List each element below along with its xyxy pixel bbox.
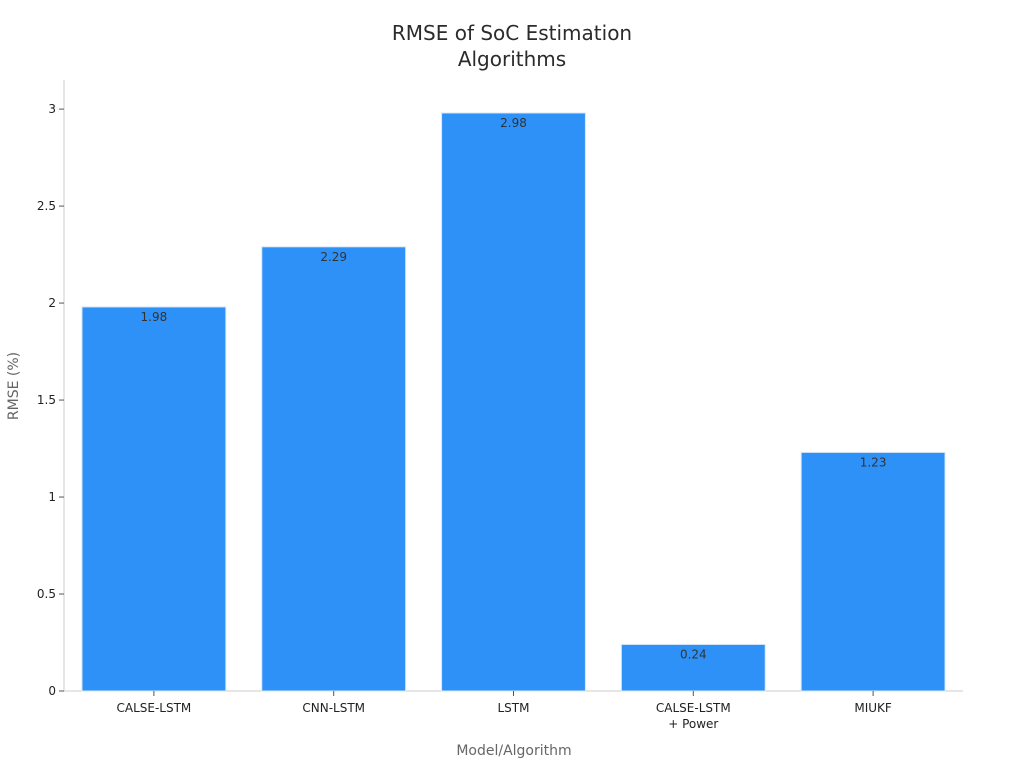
y-axis-title: RMSE (%) (6, 352, 22, 420)
bar-value-label: 2.29 (320, 250, 347, 264)
bar (800, 451, 946, 692)
y-tick-label: 1 (48, 490, 56, 504)
chart-title: RMSE of SoC Estimation Algorithms (392, 21, 632, 71)
x-tick-label: LSTM (498, 701, 530, 715)
y-tick-label: 1.5 (37, 393, 56, 407)
bar (620, 643, 766, 692)
bar (441, 112, 586, 692)
x-tick-label: CALSE-LSTM (656, 701, 731, 715)
chart-title-line-2: Algorithms (458, 47, 566, 71)
chart-title-line-1: RMSE of SoC Estimation (392, 21, 632, 45)
x-tick-label: CALSE-LSTM (117, 701, 192, 715)
bar-value-label: 0.24 (680, 647, 707, 661)
bar-value-label: 1.23 (860, 455, 887, 469)
bar (81, 306, 227, 692)
y-tick-label: 2.5 (37, 199, 56, 213)
y-tick-label: 0 (48, 684, 56, 698)
bar-value-label: 2.98 (500, 116, 527, 130)
x-tick-label: CNN-LSTM (302, 701, 365, 715)
y-tick-label: 3 (48, 102, 56, 116)
plot-area: 0 0.5 1 1.5 2 2.5 3 1.98 CALSE-LSTM 2.29 CNN-LSTM 2… (37, 80, 963, 731)
bar-value-label: 1.98 (141, 310, 168, 324)
x-tick-label: MIUKF (854, 701, 892, 715)
x-tick-label: + Power (668, 717, 718, 731)
bar (261, 246, 407, 692)
y-tick-label: 0.5 (37, 587, 56, 601)
y-tick-label: 2 (48, 296, 56, 310)
x-axis-title: Model/Algorithm (456, 743, 571, 759)
